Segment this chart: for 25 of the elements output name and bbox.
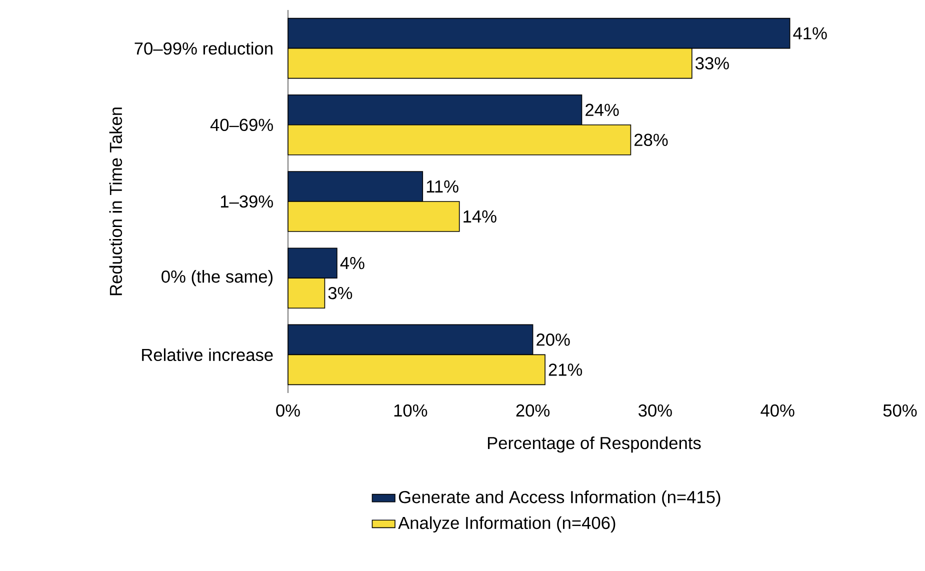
legend-label: Analyze Information (n=406)	[398, 516, 616, 532]
x-tick-label: 40%	[760, 404, 794, 417]
x-axis-title: Percentage of Respondents	[488, 436, 701, 453]
legend-label: Generate and Access Information (n=415)	[398, 490, 720, 507]
y-tick-label: 0% (the same)	[162, 270, 273, 286]
data-label: 41%	[793, 27, 827, 40]
x-tick-label: 20%	[516, 404, 550, 417]
x-tick-label: 10%	[394, 404, 428, 417]
y-tick-label: 70–99% reduction	[134, 42, 272, 55]
x-tick-label: 0%	[276, 404, 300, 417]
data-label: 14%	[464, 210, 496, 223]
data-label: 28%	[634, 134, 668, 146]
x-tick-label: 50%	[883, 404, 917, 417]
data-label: 11%	[426, 180, 458, 193]
data-label: 24%	[586, 104, 619, 116]
data-label: 33%	[696, 57, 729, 70]
data-label: 20%	[536, 334, 570, 346]
data-label: 3%	[328, 286, 352, 300]
y-tick-label: 40–69%	[210, 118, 273, 132]
y-tick-label: 1–39%	[220, 195, 273, 208]
y-axis-title: Reduction in Time Taken	[109, 108, 122, 296]
data-label: 21%	[548, 364, 582, 376]
data-label: 4%	[340, 257, 364, 270]
x-tick-label: 30%	[638, 404, 672, 417]
y-tick-label: Relative increase	[142, 348, 273, 362]
